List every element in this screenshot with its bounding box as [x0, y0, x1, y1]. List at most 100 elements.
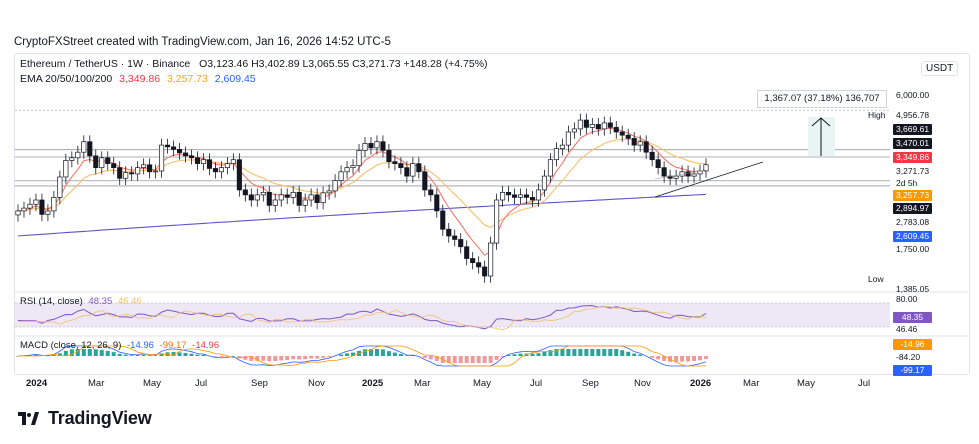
candle — [326, 190, 332, 194]
time-axis-label: 2024 — [26, 378, 48, 389]
macd-histogram-bar — [602, 349, 607, 356]
symbol-legend[interactable]: Ethereum / TetherUS · 1W · Binance O3,12… — [20, 58, 488, 70]
candle — [637, 141, 643, 146]
macd-histogram-bar — [482, 356, 487, 363]
macd-histogram-bar — [380, 349, 385, 356]
candle — [320, 192, 326, 203]
candle — [446, 228, 452, 237]
candle — [655, 159, 661, 168]
macd-histogram-bar — [345, 353, 350, 356]
macd-histogram-bar — [189, 353, 194, 356]
candle — [81, 141, 87, 153]
macd-histogram-bar — [117, 353, 122, 356]
macd-histogram-bar — [219, 356, 224, 358]
macd-histogram-bar — [458, 356, 463, 363]
macd-histogram-bar — [674, 356, 679, 363]
time-axis-label: May — [473, 378, 491, 389]
currency-button[interactable]: USDT — [921, 61, 959, 76]
candle — [254, 194, 260, 201]
price-axis-label: 3,257.73 — [893, 190, 932, 201]
candle — [601, 122, 607, 130]
price-axis-label: 2d 5h — [896, 178, 918, 188]
time-axis-label: May — [797, 378, 815, 389]
time-axis-label: Sep — [251, 378, 268, 389]
macd-histogram-bar — [554, 349, 559, 356]
macd-histogram-bar — [548, 350, 553, 356]
macd-histogram-bar — [434, 356, 439, 362]
time-axis-label: Nov — [634, 378, 651, 389]
macd-value-1: -14.96 — [127, 340, 154, 351]
macd-histogram-bar — [650, 356, 655, 358]
macd-legend[interactable]: MACD (close, 12, 26, 9) -14.96 -99.17 -1… — [20, 340, 219, 351]
candle — [589, 124, 595, 128]
candle — [482, 266, 488, 277]
macd-histogram-bar — [273, 356, 278, 362]
candle — [260, 192, 266, 196]
price-axis-label: 1,750.00 — [896, 244, 930, 254]
macd-histogram-bar — [578, 349, 583, 356]
time-axis-label: Jul — [858, 378, 871, 389]
rsi-legend[interactable]: RSI (14, close) 48.35 46.46 — [20, 296, 142, 307]
macd-histogram-bar — [530, 353, 535, 356]
candle — [613, 127, 619, 133]
macd-histogram-bar — [446, 356, 451, 363]
candle — [440, 210, 446, 230]
macd-signal-line — [18, 345, 707, 367]
macd-histogram-bar — [386, 351, 391, 356]
time-axis-label: Sep — [582, 378, 599, 389]
candle — [547, 159, 554, 177]
candle — [488, 242, 494, 277]
candle — [607, 122, 613, 128]
candle — [344, 167, 350, 173]
time-axis-label: Mar — [743, 378, 760, 389]
price-axis-label: 3,470.01 — [893, 138, 932, 149]
macd-histogram-bar — [177, 352, 182, 356]
candle — [643, 141, 649, 153]
price-axis-label: 4,956.78 — [896, 110, 930, 120]
macd-histogram-bar — [488, 356, 493, 363]
candle — [583, 119, 589, 128]
ema-legend[interactable]: EMA 20/50/100/200 3,349.86 3,257.73 2,60… — [20, 73, 256, 85]
candle — [123, 172, 129, 179]
macd-histogram-bar — [680, 356, 685, 362]
ema-label: EMA 20/50/100/200 — [20, 73, 113, 85]
macd-histogram-bar — [165, 352, 170, 356]
candle — [523, 194, 530, 198]
candle — [470, 258, 476, 264]
candle — [99, 157, 105, 168]
macd-histogram-bar — [321, 356, 326, 358]
price-axis-label: 1,385.05 — [896, 284, 930, 294]
brand-name: TradingView — [48, 408, 152, 428]
macd-histogram-bar — [303, 356, 308, 360]
candle — [159, 144, 165, 172]
macd-histogram-bar — [638, 354, 643, 356]
candle — [39, 199, 45, 215]
candle — [529, 197, 536, 201]
symbol-label: Ethereum / TetherUS · 1W · Binance — [20, 58, 191, 70]
macd-histogram-bar — [614, 349, 619, 356]
measure-arrow-head — [811, 117, 831, 127]
candle — [476, 262, 482, 268]
candle — [51, 197, 57, 212]
macd-histogram-bar — [362, 349, 367, 356]
ema50-value: 3,257.73 — [166, 73, 208, 85]
candle — [176, 148, 183, 154]
macd-histogram-bar — [698, 356, 703, 361]
macd-histogram-bar — [590, 349, 595, 356]
candle — [194, 157, 201, 164]
tradingview-logo[interactable]: TradingView — [18, 408, 152, 429]
macd-histogram-bar — [213, 356, 218, 357]
macd-histogram-bar — [452, 356, 457, 363]
candle — [21, 207, 27, 212]
macd-value-2: -99.17 — [159, 340, 187, 351]
indicator-axis-label: 46.46 — [896, 324, 918, 334]
rsi-line — [17, 305, 707, 330]
price-axis-label: 3,669.61 — [893, 124, 932, 135]
macd-histogram-bar — [566, 349, 571, 356]
rsi-ma-line — [18, 306, 707, 331]
candle — [182, 152, 189, 157]
tradingview-logo-icon — [18, 411, 39, 425]
macd-histogram-bar — [285, 356, 290, 361]
macd-histogram-bar — [536, 353, 541, 356]
